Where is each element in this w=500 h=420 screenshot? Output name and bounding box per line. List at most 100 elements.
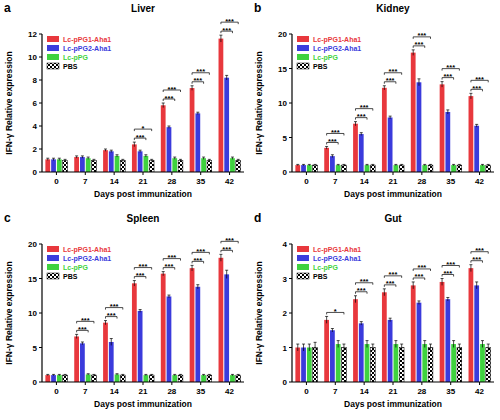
- bar: [394, 165, 399, 172]
- error-cap: [366, 340, 369, 341]
- x-tick-label: 35: [196, 387, 205, 396]
- significance-label: ***: [222, 245, 231, 254]
- error-bar: [237, 159, 240, 161]
- bar: [144, 375, 149, 382]
- error-bar: [191, 265, 194, 271]
- error-bar: [104, 321, 107, 325]
- error-stem: [203, 157, 204, 159]
- error-bar: [429, 344, 432, 351]
- bar: [167, 127, 172, 172]
- x-axis-title: Days post immunization: [94, 189, 192, 199]
- legend-label: Lc-pPG2-Aha1: [63, 45, 111, 53]
- y-tick-label: 0: [283, 378, 288, 387]
- error-stem: [151, 374, 152, 375]
- legend-label: PBS: [313, 273, 328, 280]
- error-cap: [104, 320, 107, 321]
- error-bar: [92, 374, 95, 375]
- error-bar: [308, 164, 311, 165]
- x-tick-label: 14: [360, 177, 369, 186]
- panel-letter: b: [254, 1, 261, 15]
- bar: [57, 159, 62, 172]
- bar: [301, 165, 306, 172]
- y-tick-label: 3: [283, 275, 288, 284]
- error-cap: [429, 344, 432, 345]
- bar: [469, 268, 474, 382]
- error-stem: [93, 374, 94, 375]
- bar: [457, 165, 462, 172]
- error-bar: [179, 374, 182, 375]
- error-cap: [133, 280, 136, 281]
- bar: [80, 343, 85, 382]
- panel-title: Kidney: [376, 3, 410, 14]
- error-cap: [400, 164, 403, 165]
- error-cap: [46, 374, 49, 375]
- error-bar: [58, 374, 61, 375]
- bar: [388, 320, 393, 382]
- error-stem: [192, 86, 193, 91]
- legend-swatch: [297, 273, 309, 279]
- y-tick-label: 20: [278, 30, 287, 39]
- y-tick-label: 4: [33, 122, 38, 131]
- error-stem: [476, 282, 477, 289]
- error-bar: [144, 155, 147, 157]
- error-bar: [458, 344, 461, 351]
- x-tick-label: 14: [360, 387, 369, 396]
- error-cap: [92, 159, 95, 160]
- legend-swatch: [47, 63, 59, 69]
- error-cap: [331, 328, 334, 329]
- error-cap: [342, 164, 345, 165]
- bar: [486, 348, 491, 383]
- error-bar: [337, 164, 340, 165]
- error-cap: [162, 271, 165, 272]
- bar: [422, 344, 427, 382]
- panel: cSpleenIFN-γ Relative expressionDays pos…: [4, 211, 244, 409]
- x-tick-label: 0: [54, 387, 59, 396]
- error-bar: [325, 316, 328, 323]
- error-stem: [482, 164, 483, 165]
- error-stem: [430, 164, 431, 165]
- bar: [388, 117, 393, 172]
- bar: [219, 258, 224, 382]
- x-tick-label: 42: [475, 387, 484, 396]
- bar: [365, 344, 370, 382]
- error-cap: [441, 81, 444, 82]
- significance-label: ***: [357, 286, 366, 295]
- bar: [51, 159, 56, 172]
- error-bar: [139, 310, 142, 313]
- error-stem: [338, 164, 339, 165]
- error-bar: [452, 341, 455, 348]
- error-bar: [308, 344, 311, 351]
- error-stem: [372, 164, 373, 165]
- error-stem: [59, 158, 60, 160]
- bar: [109, 342, 114, 382]
- error-bar: [366, 164, 369, 165]
- significance-label: ***: [389, 67, 398, 76]
- legend-label: Lc-pPG2-Aha1: [63, 255, 111, 263]
- error-bar: [331, 329, 334, 332]
- bar: [138, 151, 143, 172]
- error-cap: [302, 164, 305, 165]
- error-bar: [389, 318, 392, 321]
- legend-swatch: [297, 255, 309, 261]
- error-stem: [367, 164, 368, 165]
- bar: [399, 348, 404, 383]
- error-bar: [202, 374, 205, 375]
- x-axis-title: Days post immunization: [344, 189, 442, 199]
- significance-label: ***: [196, 67, 205, 76]
- error-cap: [446, 297, 449, 298]
- error-bar: [423, 341, 426, 348]
- error-stem: [413, 50, 414, 56]
- y-tick-label: 12: [28, 30, 37, 39]
- error-bar: [58, 158, 61, 160]
- error-stem: [134, 142, 135, 147]
- error-stem: [326, 316, 327, 323]
- bar: [445, 299, 450, 382]
- bar: [207, 161, 212, 173]
- error-stem: [459, 164, 460, 165]
- x-tick-label: 21: [389, 177, 398, 186]
- error-cap: [452, 340, 455, 341]
- error-bar: [167, 295, 170, 298]
- significance-label: ***: [443, 269, 452, 278]
- error-bar: [371, 344, 374, 351]
- x-axis: [42, 171, 244, 172]
